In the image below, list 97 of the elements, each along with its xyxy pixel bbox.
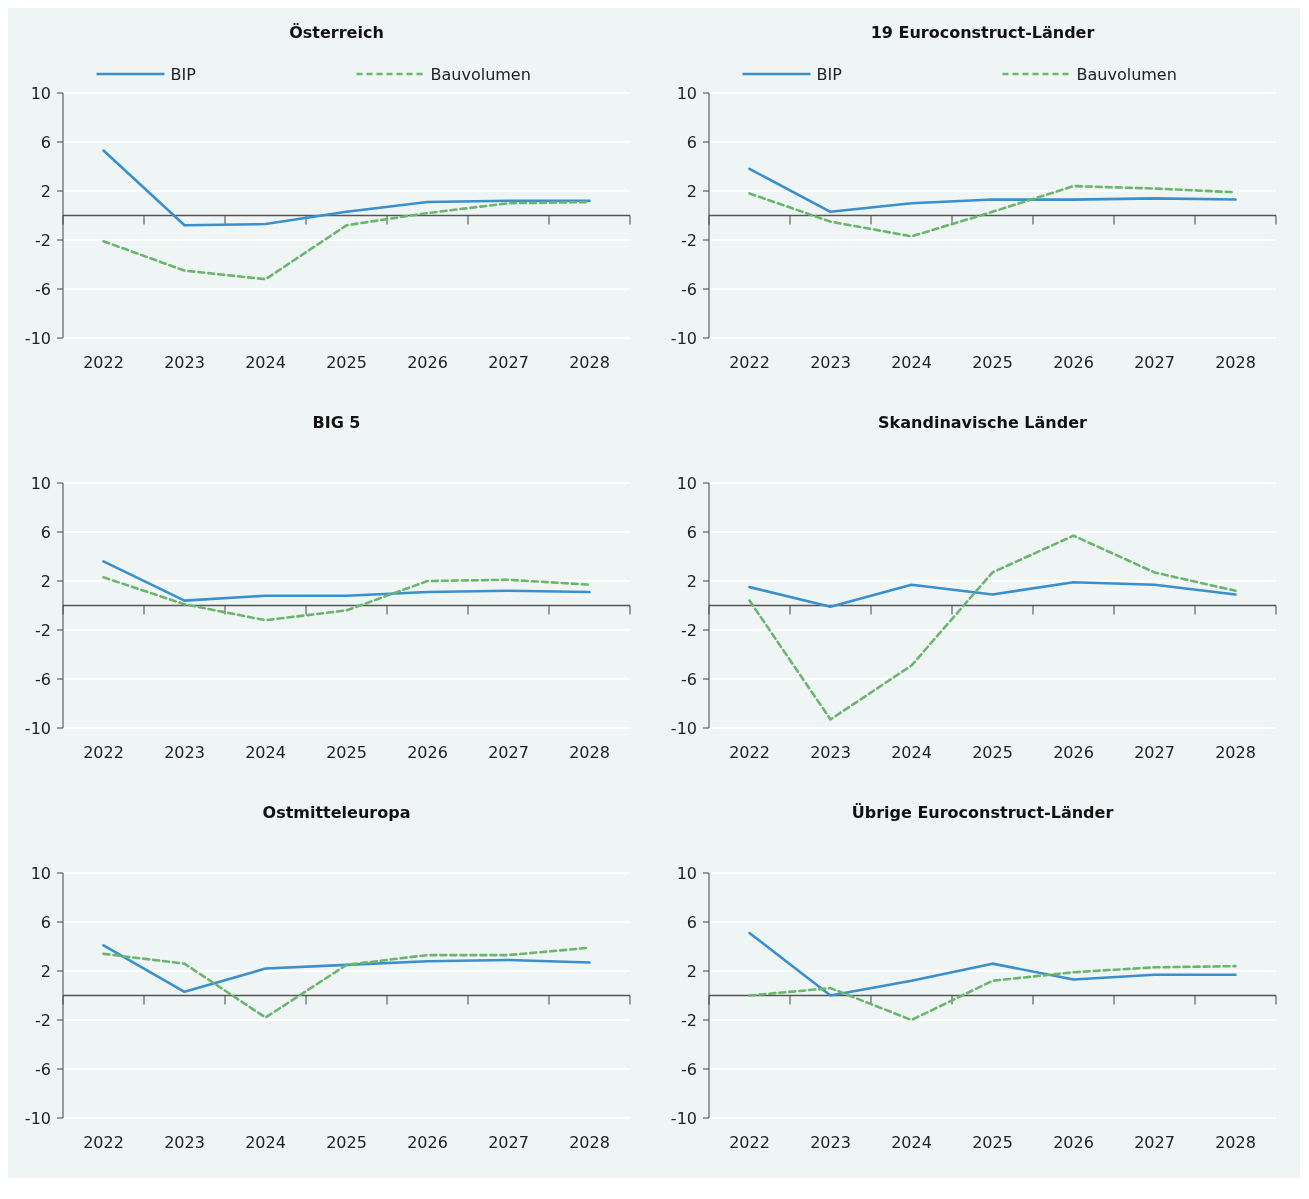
x-tick-label: 2026 [407, 1133, 448, 1152]
y-tick-label: 2 [686, 181, 697, 201]
x-tick-label: 2026 [407, 743, 448, 762]
line-series [748, 964, 1237, 1022]
y-tick-label: -6 [681, 279, 697, 299]
y-tick-label: 10 [30, 863, 51, 883]
line-series [102, 560, 591, 602]
chart-title: BIG 5 [312, 413, 361, 432]
x-tick-label: 2027 [488, 743, 529, 762]
legend-label: BIP [816, 64, 843, 84]
chart-title: Übrige Euroconstruct-Länder [851, 803, 1114, 822]
x-tick-label: 2028 [1215, 353, 1256, 372]
y-tick-label: 6 [40, 522, 51, 542]
y-tick-label: -2 [35, 1010, 51, 1030]
y-tick-label: -2 [35, 620, 51, 640]
x-tick-label: 2022 [83, 1133, 124, 1152]
x-tick-label: 2027 [1134, 1133, 1175, 1152]
x-tick-label: 2027 [488, 353, 529, 372]
x-tick-label: 2023 [810, 743, 851, 762]
y-tick-label: 2 [40, 571, 51, 591]
x-tick-label: 2024 [245, 353, 286, 372]
y-tick-label: 6 [40, 912, 51, 932]
y-tick-label: 2 [40, 181, 51, 201]
y-tick-label: -2 [681, 230, 697, 250]
x-tick-label: 2022 [729, 353, 770, 372]
y-tick-label: -6 [35, 669, 51, 689]
x-tick-label: 2025 [972, 353, 1013, 372]
x-tick-label: 2027 [488, 1133, 529, 1152]
x-tick-label: 2028 [569, 1133, 610, 1152]
y-tick-label: 2 [686, 571, 697, 591]
y-tick-label: 10 [676, 83, 697, 103]
x-tick-label: 2027 [1134, 353, 1175, 372]
y-tick-label: -10 [670, 328, 697, 348]
y-tick-label: -10 [24, 328, 51, 348]
x-tick-label: 2026 [1053, 743, 1094, 762]
y-tick-label: -6 [35, 1059, 51, 1079]
y-tick-label: -6 [35, 279, 51, 299]
line-series [102, 943, 591, 994]
x-tick-label: 2024 [891, 743, 932, 762]
x-tick-label: 2024 [245, 743, 286, 762]
x-tick-label: 2025 [326, 1133, 367, 1152]
line-series [102, 149, 591, 227]
x-tick-label: 2025 [972, 743, 1013, 762]
y-tick-label: 10 [676, 473, 697, 493]
legend-label: BIP [170, 64, 197, 84]
x-tick-label: 2023 [810, 1133, 851, 1152]
y-tick-label: -2 [35, 230, 51, 250]
y-tick-label: -6 [681, 669, 697, 689]
line-series [748, 167, 1237, 214]
x-tick-label: 2023 [810, 353, 851, 372]
x-tick-label: 2028 [1215, 1133, 1256, 1152]
y-tick-label: -6 [681, 1059, 697, 1079]
y-tick-label: -2 [681, 1010, 697, 1030]
y-tick-label: 6 [686, 522, 697, 542]
y-tick-label: 10 [30, 473, 51, 493]
x-tick-label: 2027 [1134, 743, 1175, 762]
line-series [748, 580, 1237, 609]
y-tick-label: 6 [40, 132, 51, 152]
x-tick-label: 2023 [164, 1133, 205, 1152]
x-tick-label: 2028 [1215, 743, 1256, 762]
x-tick-label: 2022 [83, 743, 124, 762]
x-tick-label: 2025 [326, 353, 367, 372]
x-tick-label: 2023 [164, 353, 205, 372]
x-tick-label: 2028 [569, 353, 610, 372]
y-tick-label: 10 [676, 863, 697, 883]
x-tick-label: 2024 [891, 1133, 932, 1152]
x-tick-label: 2026 [407, 353, 448, 372]
x-tick-label: 2026 [1053, 1133, 1094, 1152]
x-tick-label: 2023 [164, 743, 205, 762]
y-tick-label: -10 [670, 718, 697, 738]
y-tick-label: 2 [686, 961, 697, 981]
legend-label: Bauvolumen [1076, 64, 1177, 84]
y-tick-label: 2 [40, 961, 51, 981]
y-tick-label: -10 [670, 1108, 697, 1128]
chart-title: Skandinavische Länder [878, 413, 1087, 432]
x-tick-label: 2026 [1053, 353, 1094, 372]
legend-label: Bauvolumen [430, 64, 531, 84]
y-tick-label: -10 [24, 1108, 51, 1128]
y-tick-label: 6 [686, 912, 697, 932]
x-tick-label: 2024 [891, 353, 932, 372]
chart-title: Österreich [289, 23, 384, 42]
x-tick-label: 2022 [83, 353, 124, 372]
y-tick-label: -2 [681, 620, 697, 640]
x-tick-label: 2022 [729, 743, 770, 762]
y-tick-label: 6 [686, 132, 697, 152]
x-tick-label: 2025 [972, 1133, 1013, 1152]
x-tick-label: 2022 [729, 1133, 770, 1152]
line-series [748, 931, 1237, 997]
chart-title: Ostmitteleuropa [262, 803, 411, 822]
line-series [748, 534, 1237, 721]
line-series [102, 576, 591, 622]
y-tick-label: 10 [30, 83, 51, 103]
x-tick-label: 2028 [569, 743, 610, 762]
y-tick-label: -10 [24, 718, 51, 738]
chart-title: 19 Euroconstruct-Länder [870, 23, 1095, 42]
x-tick-label: 2024 [245, 1133, 286, 1152]
x-tick-label: 2025 [326, 743, 367, 762]
